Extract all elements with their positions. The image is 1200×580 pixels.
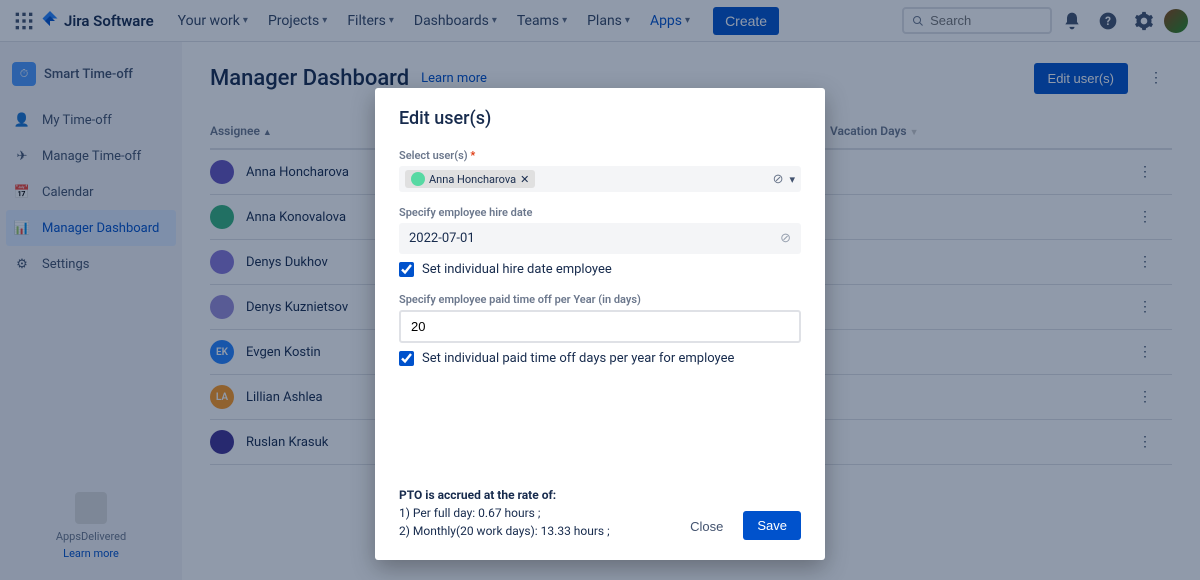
select-clear-icon[interactable]: ⊘ xyxy=(773,172,784,187)
selected-user-chip: Anna Honcharova ✕ xyxy=(405,170,535,188)
close-button[interactable]: Close xyxy=(680,513,733,540)
chip-name: Anna Honcharova xyxy=(429,173,516,186)
select-chevron-icon[interactable]: ▾ xyxy=(789,173,795,186)
hire-date-input[interactable]: 2022-07-01 ⊘ xyxy=(399,223,801,254)
accrual-line-1: 1) Per full day: 0.67 hours ; xyxy=(399,504,670,522)
hire-date-checkbox[interactable] xyxy=(399,262,414,277)
user-select-input[interactable]: Anna Honcharova ✕ ⊘ ▾ xyxy=(399,166,801,192)
pto-checkbox-row[interactable]: Set individual paid time off days per ye… xyxy=(399,351,801,366)
accrual-line-2: 2) Monthly(20 work days): 13.33 hours ; xyxy=(399,522,670,540)
chip-remove-icon[interactable]: ✕ xyxy=(520,173,529,186)
hire-date-checkbox-row[interactable]: Set individual hire date employee xyxy=(399,262,801,277)
pto-input[interactable] xyxy=(399,310,801,343)
hire-date-label: Specify employee hire date xyxy=(399,206,801,219)
pto-checkbox[interactable] xyxy=(399,351,414,366)
modal-overlay[interactable]: Edit user(s) Select user(s) * Anna Honch… xyxy=(0,0,1200,580)
hire-date-checkbox-label: Set individual hire date employee xyxy=(422,262,612,277)
hire-date-clear-icon[interactable]: ⊘ xyxy=(780,231,791,246)
hire-date-value: 2022-07-01 xyxy=(409,231,780,246)
edit-users-modal: Edit user(s) Select user(s) * Anna Honch… xyxy=(375,88,825,560)
accrual-head: PTO is accrued at the rate of: xyxy=(399,486,670,504)
save-button[interactable]: Save xyxy=(743,511,801,540)
pto-checkbox-label: Set individual paid time off days per ye… xyxy=(422,351,734,366)
select-users-label: Select user(s) * xyxy=(399,149,801,162)
pto-accrual-info: PTO is accrued at the rate of: 1) Per fu… xyxy=(399,486,670,540)
chip-avatar-icon xyxy=(411,172,425,186)
pto-label: Specify employee paid time off per Year … xyxy=(399,293,801,306)
modal-title: Edit user(s) xyxy=(399,108,801,129)
